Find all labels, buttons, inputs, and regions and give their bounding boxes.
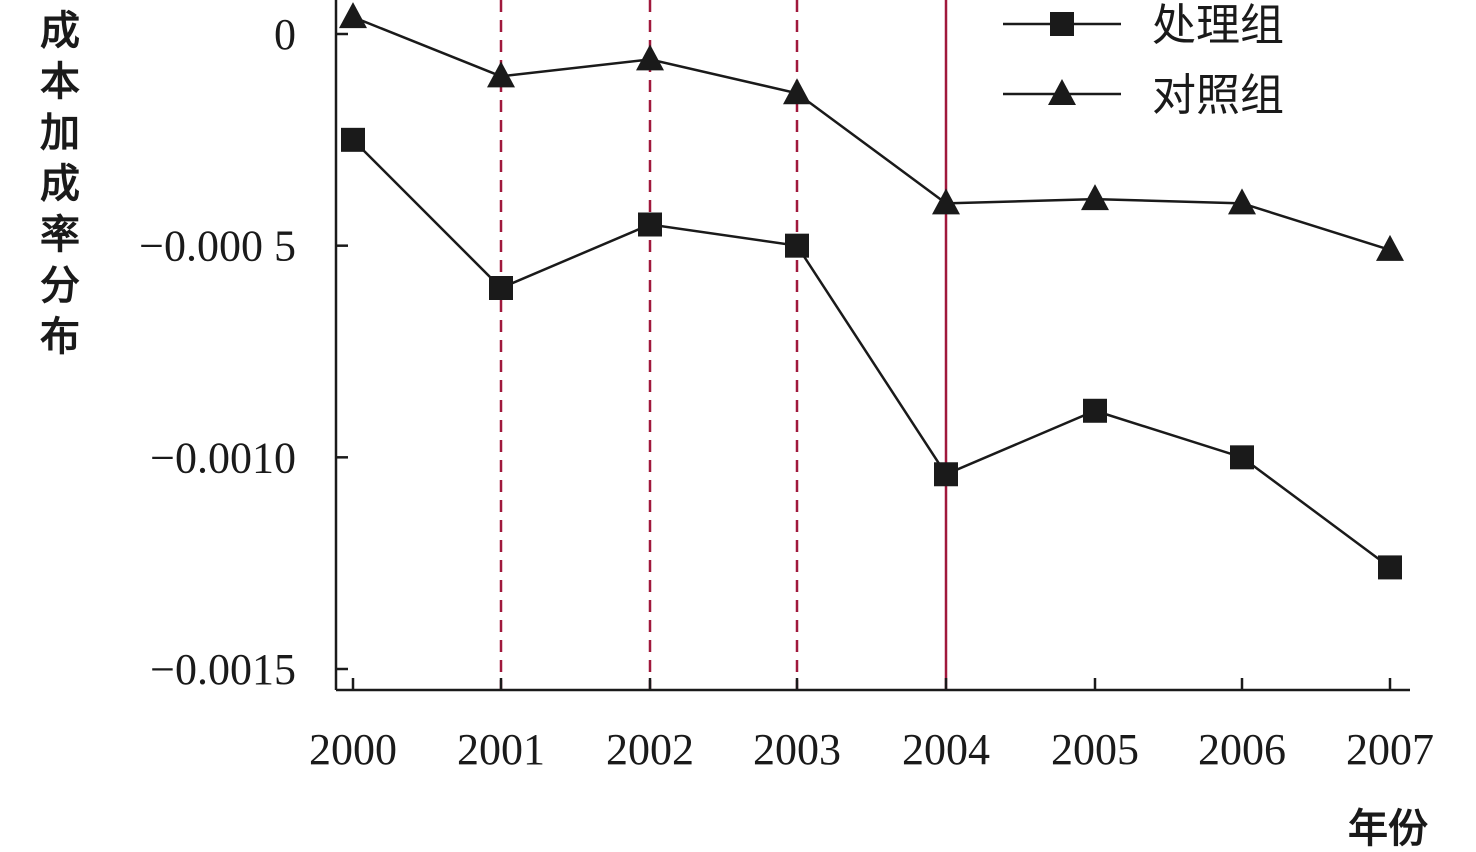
data-point bbox=[1081, 184, 1109, 211]
legend-marker bbox=[1048, 79, 1076, 105]
legend-marker bbox=[1050, 12, 1074, 36]
data-point bbox=[341, 127, 365, 152]
x-tick-label: 2005 bbox=[1051, 725, 1139, 774]
series-layer bbox=[339, 2, 1404, 580]
y-tick-label: −0.0015 bbox=[150, 645, 296, 694]
x-tick-label: 2007 bbox=[1346, 725, 1434, 774]
reference-lines bbox=[499, 0, 948, 690]
series-line bbox=[352, 15, 1391, 252]
data-point bbox=[932, 188, 960, 215]
legend-label: 对照组 bbox=[1152, 70, 1284, 121]
series-line bbox=[352, 138, 1391, 569]
x-tick-label: 2004 bbox=[902, 725, 990, 774]
data-point bbox=[785, 233, 809, 258]
data-point bbox=[1228, 188, 1256, 215]
data-point bbox=[1378, 555, 1402, 580]
data-point bbox=[638, 212, 662, 237]
axis-ticks: 2000 2001 2002 2003 2004 2005 2006 2007 0 −0.000 … bbox=[139, 10, 1434, 774]
data-point bbox=[1083, 398, 1107, 423]
y-tick-label: −0.000 5 bbox=[139, 222, 296, 271]
data-point bbox=[934, 462, 958, 487]
data-point bbox=[487, 61, 515, 88]
x-axis-label: 年份 bbox=[1348, 806, 1428, 852]
data-point bbox=[339, 2, 367, 29]
series-control bbox=[339, 2, 1404, 261]
legend-label: 处理组 bbox=[1152, 0, 1284, 51]
y-axis-label: 成本加成率分布 bbox=[40, 8, 80, 360]
y-tick-label: 0 bbox=[274, 10, 296, 59]
axes bbox=[334, 0, 1410, 692]
series-treatment bbox=[341, 127, 1402, 580]
x-tick-label: 2002 bbox=[606, 725, 694, 774]
y-tick-label: −0.0010 bbox=[150, 433, 296, 482]
x-tick-label: 2001 bbox=[457, 725, 545, 774]
x-tick-label: 2006 bbox=[1198, 725, 1286, 774]
data-point bbox=[1376, 234, 1404, 261]
x-tick-label: 2003 bbox=[753, 725, 841, 774]
x-tick-label: 2000 bbox=[309, 725, 397, 774]
data-point bbox=[489, 276, 513, 300]
data-point bbox=[783, 78, 811, 105]
data-point bbox=[636, 44, 664, 71]
data-point bbox=[1230, 445, 1254, 470]
